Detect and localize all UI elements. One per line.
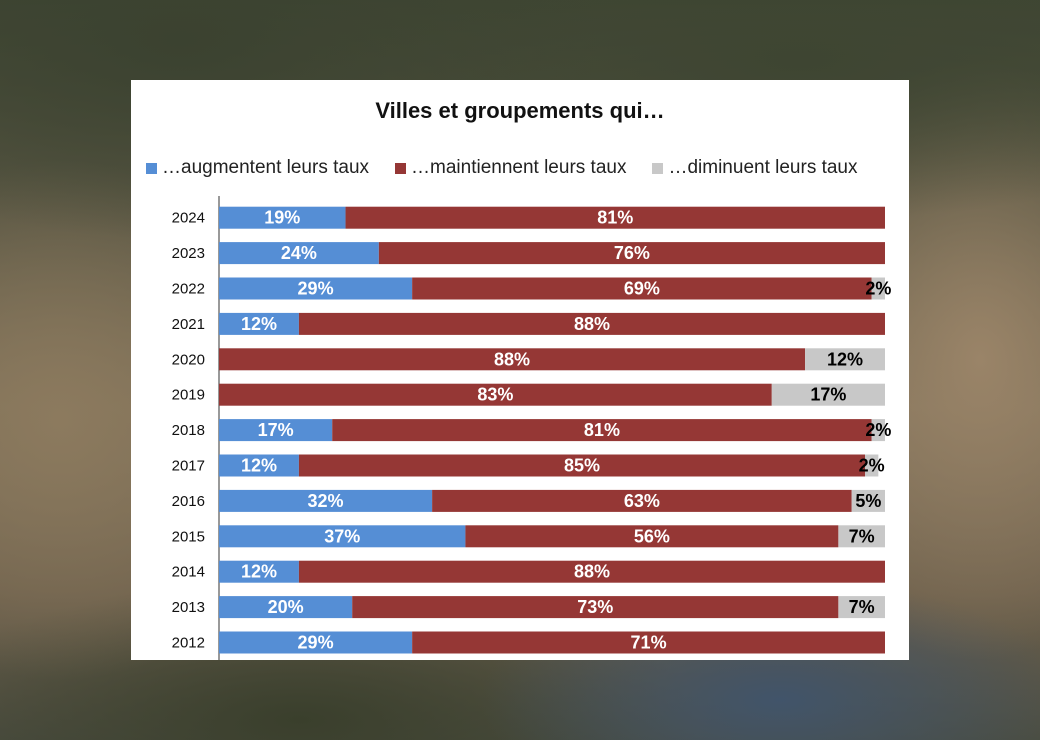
chart-plot: 2024 19% 81% 2023 24% 76% 2022 29% 69% 2% 2021 12% 8… xyxy=(172,196,891,660)
legend-label-decrease: …diminuent leurs taux xyxy=(668,157,858,178)
data-label: 12% xyxy=(241,562,277,582)
data-label: 76% xyxy=(614,243,650,263)
y-tick-label: 2022 xyxy=(172,281,205,298)
bar-segment-increase xyxy=(219,489,433,512)
bar-segment-maintain xyxy=(345,206,885,229)
legend-label-maintain: …maintiennent leurs taux xyxy=(411,157,627,178)
data-label: 20% xyxy=(268,597,304,617)
y-tick-label: 2012 xyxy=(172,635,205,652)
bar-segment-decrease xyxy=(805,348,885,371)
data-label: 12% xyxy=(241,456,277,476)
y-tick-label: 2018 xyxy=(172,422,205,439)
chart-legend: …augmentent leurs taux …maintiennent leu… xyxy=(146,156,858,180)
bar-segment-maintain xyxy=(378,242,885,265)
bar-segment-maintain xyxy=(298,312,885,335)
data-label: 69% xyxy=(624,279,660,299)
bar-segment-increase xyxy=(219,242,379,265)
bar-segment-maintain xyxy=(412,631,885,654)
data-label: 24% xyxy=(281,243,317,263)
bar-segment-increase xyxy=(219,525,466,548)
bar-segment-maintain xyxy=(298,560,885,583)
bar-segment-maintain xyxy=(332,419,872,442)
data-label: 83% xyxy=(477,385,513,405)
bar-segment-decrease xyxy=(851,489,885,512)
data-label: 17% xyxy=(810,385,846,405)
y-tick-label: 2020 xyxy=(172,351,205,368)
bar-segment-decrease xyxy=(871,277,885,300)
legend-item-maintain: …maintiennent leurs taux xyxy=(395,157,626,179)
bar-segment-increase xyxy=(219,454,299,477)
bar-segment-maintain xyxy=(219,348,806,371)
legend-swatch-increase xyxy=(146,162,157,174)
y-tick-label: 2021 xyxy=(172,316,205,333)
data-label: 63% xyxy=(624,491,660,511)
y-tick-label: 2014 xyxy=(172,564,205,581)
data-label: 88% xyxy=(574,314,610,334)
bar-segment-increase xyxy=(219,631,413,654)
data-label: 7% xyxy=(849,597,875,617)
bar-segment-maintain xyxy=(432,489,852,512)
bar-segment-increase xyxy=(219,419,333,442)
y-tick-label: 2016 xyxy=(172,493,205,510)
y-tick-label: 2013 xyxy=(172,599,205,616)
bar-segment-maintain xyxy=(352,596,839,619)
bar-segment-maintain xyxy=(298,454,866,477)
y-tick-label: 2023 xyxy=(172,245,205,262)
data-label: 73% xyxy=(577,597,613,617)
y-tick-label: 2015 xyxy=(172,528,205,545)
data-label: 71% xyxy=(631,633,667,653)
bar-segment-maintain xyxy=(412,277,872,300)
legend-swatch-maintain xyxy=(395,162,407,174)
legend-swatch-decrease xyxy=(652,162,664,174)
y-tick-label: 2019 xyxy=(172,387,205,404)
data-label: 81% xyxy=(597,208,633,228)
data-label: 19% xyxy=(264,208,300,228)
y-tick-label: 2017 xyxy=(172,458,205,475)
legend-label-increase: …augmentent leurs taux xyxy=(162,157,370,178)
data-label: 5% xyxy=(855,491,881,511)
bar-segment-increase xyxy=(219,560,299,583)
bar-segment-decrease xyxy=(771,383,885,406)
bar-segment-decrease xyxy=(838,596,885,619)
data-label: 32% xyxy=(308,491,344,511)
y-tick-label: 2024 xyxy=(172,210,205,227)
legend-item-increase: …augmentent leurs taux xyxy=(146,157,369,179)
bar-segment-increase xyxy=(219,596,353,619)
data-label: 17% xyxy=(258,420,294,440)
bar-segment-maintain xyxy=(465,525,839,548)
data-label: 81% xyxy=(584,420,620,440)
bar-segment-increase xyxy=(219,277,413,300)
data-label: 85% xyxy=(564,456,600,476)
data-label: 88% xyxy=(494,349,530,369)
data-label: 37% xyxy=(324,526,360,546)
legend-item-decrease: …diminuent leurs taux xyxy=(652,157,858,179)
data-label: 2% xyxy=(865,279,891,299)
data-label: 88% xyxy=(574,562,610,582)
bar-segment-decrease xyxy=(838,525,885,548)
data-label: 12% xyxy=(827,349,863,369)
data-label: 2% xyxy=(859,456,885,476)
bar-segment-increase xyxy=(219,312,299,335)
chart-title: Villes et groupements qui… xyxy=(375,98,665,123)
bar-segment-increase xyxy=(219,206,346,229)
data-label: 56% xyxy=(634,526,670,546)
data-label: 2% xyxy=(865,420,891,440)
data-label: 12% xyxy=(241,314,277,334)
data-label: 29% xyxy=(298,279,334,299)
bar-segment-maintain xyxy=(219,383,772,406)
data-label: 7% xyxy=(849,526,875,546)
bar-segment-decrease xyxy=(865,454,879,477)
data-label: 29% xyxy=(298,633,334,653)
bar-segment-decrease xyxy=(871,419,885,442)
